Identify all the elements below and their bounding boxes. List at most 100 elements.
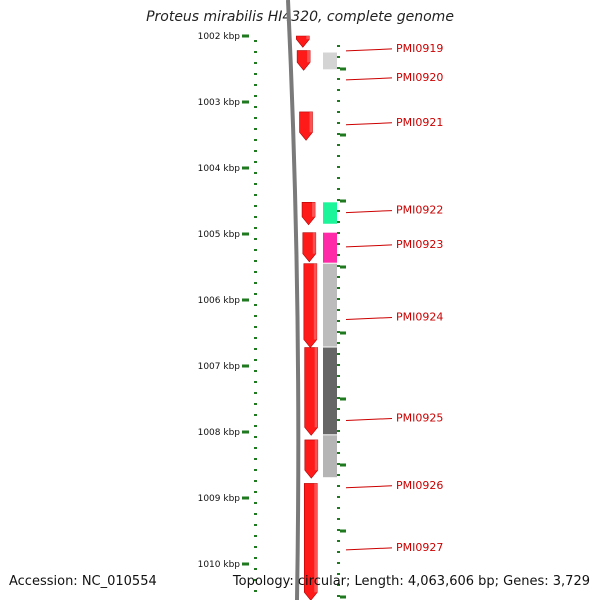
gene-labels: PMI0919 PMI0920 PMI0921 PMI0922 PMI0923 PMI09… bbox=[345, 42, 443, 554]
minor-tick bbox=[254, 535, 257, 537]
minor-tick bbox=[254, 117, 257, 119]
track-major-tick bbox=[340, 529, 346, 533]
kbp-major-tick bbox=[242, 232, 249, 236]
minor-tick bbox=[254, 381, 257, 383]
gene-track bbox=[296, 35, 319, 600]
gene-highlight bbox=[312, 232, 316, 254]
cog-block bbox=[323, 232, 337, 263]
minor-tick bbox=[254, 62, 257, 64]
track-major-tick bbox=[340, 133, 346, 137]
gene-label-pmi0920[interactable]: PMI0920 bbox=[396, 71, 443, 84]
gene-highlight bbox=[314, 347, 318, 428]
minor-tick bbox=[337, 430, 340, 432]
kbp-label: 1005 kbp bbox=[198, 230, 241, 240]
cog-block bbox=[323, 347, 337, 435]
minor-tick bbox=[254, 40, 257, 42]
minor-tick bbox=[337, 507, 340, 509]
minor-tick bbox=[254, 447, 257, 449]
minor-tick bbox=[254, 590, 257, 592]
gene-highlight bbox=[312, 202, 316, 217]
gene-label-pmi0921[interactable]: PMI0921 bbox=[396, 116, 443, 129]
minor-tick bbox=[337, 243, 340, 245]
genome-backbone bbox=[286, 0, 301, 600]
minor-tick bbox=[254, 348, 257, 350]
minor-tick bbox=[337, 45, 340, 47]
gene-label-pmi0922[interactable]: PMI0922 bbox=[396, 204, 443, 217]
minor-tick bbox=[254, 150, 257, 152]
gene-label-pmi0924[interactable]: PMI0924 bbox=[396, 311, 443, 324]
gene-highlight bbox=[307, 50, 311, 63]
minor-tick bbox=[254, 491, 257, 493]
track-major-tick bbox=[340, 265, 346, 269]
minor-tick bbox=[254, 249, 257, 251]
minor-tick bbox=[337, 309, 340, 311]
minor-tick bbox=[254, 271, 257, 273]
kbp-label: 1003 kbp bbox=[198, 98, 241, 108]
minor-tick bbox=[337, 584, 340, 586]
gene-highlight bbox=[306, 36, 310, 40]
minor-tick bbox=[254, 315, 257, 317]
kbp-major-tick bbox=[242, 298, 249, 302]
minor-tick bbox=[254, 95, 257, 97]
minor-tick bbox=[254, 326, 257, 328]
minor-tick bbox=[254, 502, 257, 504]
minor-tick bbox=[337, 529, 340, 531]
minor-tick bbox=[337, 562, 340, 564]
minor-tick bbox=[254, 260, 257, 262]
gene-label-pmi0925[interactable]: PMI0925 bbox=[396, 411, 443, 424]
track-major-tick bbox=[340, 331, 346, 335]
gene-label-pmi0919[interactable]: PMI0919 bbox=[396, 42, 443, 55]
minor-tick bbox=[254, 513, 257, 515]
minor-tick bbox=[337, 232, 340, 234]
minor-tick bbox=[254, 216, 257, 218]
kbp-label: 1004 kbp bbox=[198, 164, 241, 174]
minor-tick bbox=[254, 293, 257, 295]
minor-tick bbox=[254, 128, 257, 130]
minor-tick bbox=[254, 337, 257, 339]
leader-line bbox=[345, 210, 393, 214]
minor-tick bbox=[254, 425, 257, 427]
cog-block bbox=[323, 435, 337, 478]
gene-label-pmi0927[interactable]: PMI0927 bbox=[396, 541, 443, 554]
minor-tick bbox=[254, 436, 257, 438]
minor-tick bbox=[254, 557, 257, 559]
gene-label-pmi0923[interactable]: PMI0923 bbox=[396, 238, 443, 251]
gene-label-pmi0926[interactable]: PMI0926 bbox=[396, 479, 443, 492]
minor-tick bbox=[254, 238, 257, 240]
cog-block bbox=[323, 263, 337, 347]
minor-tick bbox=[337, 342, 340, 344]
minor-tick bbox=[337, 56, 340, 58]
gene-highlight bbox=[309, 111, 313, 133]
track-major-tick bbox=[340, 595, 346, 599]
kbp-major-tick bbox=[242, 100, 249, 104]
minor-tick bbox=[254, 51, 257, 53]
kbp-label: 1007 kbp bbox=[198, 362, 241, 372]
minor-tick bbox=[337, 496, 340, 498]
kbp-major-tick bbox=[242, 430, 249, 434]
minor-tick bbox=[254, 469, 257, 471]
minor-tick bbox=[337, 595, 340, 597]
minor-tick bbox=[337, 540, 340, 542]
minor-tick bbox=[254, 304, 257, 306]
minor-tick bbox=[254, 524, 257, 526]
backbone-curve bbox=[286, 0, 301, 600]
leader-line bbox=[345, 417, 393, 421]
map-title: Proteus mirabilis HI4320, complete genom… bbox=[146, 9, 454, 25]
leader-line bbox=[345, 244, 393, 248]
minor-tick bbox=[337, 133, 340, 135]
minor-tick bbox=[337, 210, 340, 212]
minor-tick bbox=[254, 227, 257, 229]
gene-highlight bbox=[313, 263, 317, 340]
minor-tick bbox=[337, 78, 340, 80]
minor-tick bbox=[337, 67, 340, 69]
leader-line bbox=[345, 547, 393, 551]
minor-tick bbox=[254, 84, 257, 86]
cog-block bbox=[323, 52, 337, 70]
minor-tick bbox=[337, 111, 340, 113]
minor-tick bbox=[337, 166, 340, 168]
minor-tick bbox=[337, 122, 340, 124]
minor-tick bbox=[337, 441, 340, 443]
minor-tick bbox=[337, 331, 340, 333]
kbp-ruler: 1002 kbp 1003 kbp 1004 kbp 1005 kbp 1006 kbp… bbox=[198, 32, 346, 599]
